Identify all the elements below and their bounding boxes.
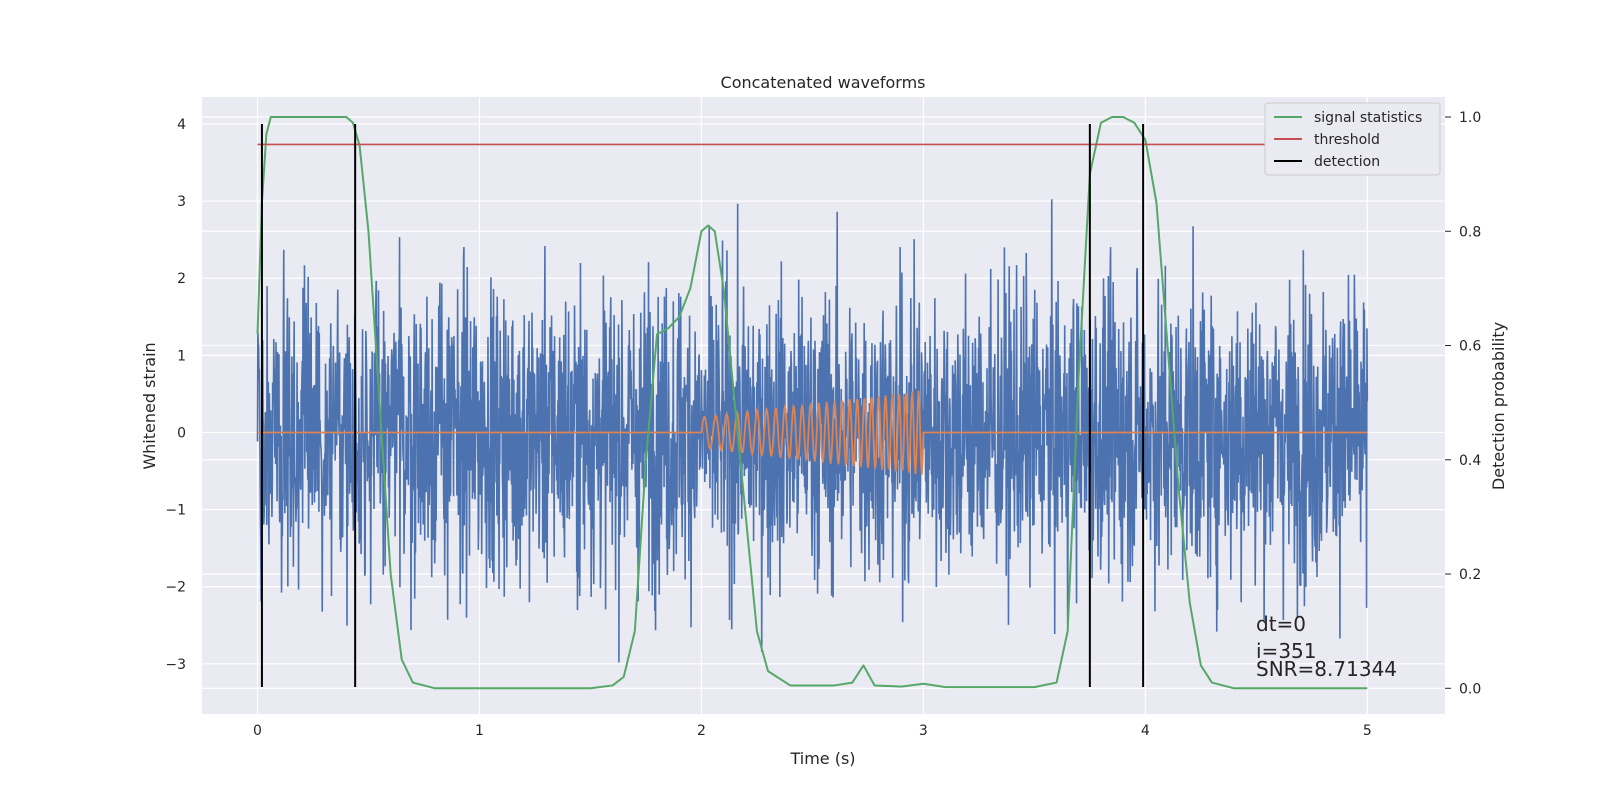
x-tick-label: 0 <box>253 723 262 739</box>
y-tick-label-left: −1 <box>165 503 186 519</box>
chart-title: Concatenated waveforms <box>721 73 926 92</box>
noise-series <box>256 199 1369 663</box>
template-line <box>257 390 1368 475</box>
legend-label-signal-statistics: signal statistics <box>1314 110 1422 126</box>
y-axis-right-ticks: 0.0 0.2 0.4 0.6 0.8 1.0 <box>1445 110 1481 697</box>
legend-label-detection: detection <box>1314 154 1380 170</box>
y-tick-label-left: −3 <box>165 657 186 673</box>
legend-box <box>1264 102 1441 176</box>
x-tick-label: 4 <box>1141 723 1150 739</box>
x-tick-label: 2 <box>697 723 706 739</box>
noise-line <box>256 199 1369 663</box>
x-axis-label: Time (s) <box>789 749 855 768</box>
x-tick-label: 3 <box>919 723 928 739</box>
y-tick-label-left: 1 <box>177 348 186 364</box>
y-tick-label-right: 0.0 <box>1459 681 1481 697</box>
y-tick-label-left: −2 <box>165 580 186 596</box>
y-axis-right-label: Detection probability <box>1489 322 1508 490</box>
y-tick-label-right: 0.8 <box>1459 224 1481 240</box>
legend: signal statistics threshold detection <box>1264 102 1441 176</box>
signal-statistics-line <box>256 116 1368 690</box>
x-tick-label: 5 <box>1363 723 1372 739</box>
y-tick-label-right: 0.4 <box>1459 453 1481 469</box>
y-tick-label-right: 0.6 <box>1459 339 1481 355</box>
y-tick-label-left: 2 <box>177 271 186 287</box>
y-tick-label-right: 1.0 <box>1459 110 1481 126</box>
signal-statistics-series <box>256 116 1368 690</box>
y-tick-label-right: 0.2 <box>1459 567 1481 583</box>
y-axis-left-label: Whitened strain <box>140 342 159 469</box>
legend-label-threshold: threshold <box>1314 132 1380 148</box>
y-axis-left-ticks: −3 −2 −1 0 1 2 3 4 <box>165 117 186 673</box>
annotation-snr: SNR=8.71344 <box>1256 657 1397 681</box>
y-tick-label-left: 0 <box>177 425 186 441</box>
y-tick-label-left: 3 <box>177 194 186 210</box>
template-series <box>257 390 1368 475</box>
y-tick-label-left: 4 <box>177 117 186 133</box>
annotation-dt: dt=0 <box>1256 612 1306 636</box>
detection-series <box>260 123 1145 688</box>
x-axis-ticks: 0 1 2 3 4 5 <box>253 723 1372 739</box>
x-tick-label: 1 <box>475 723 484 739</box>
annotation-i: i=351 <box>1256 639 1317 663</box>
